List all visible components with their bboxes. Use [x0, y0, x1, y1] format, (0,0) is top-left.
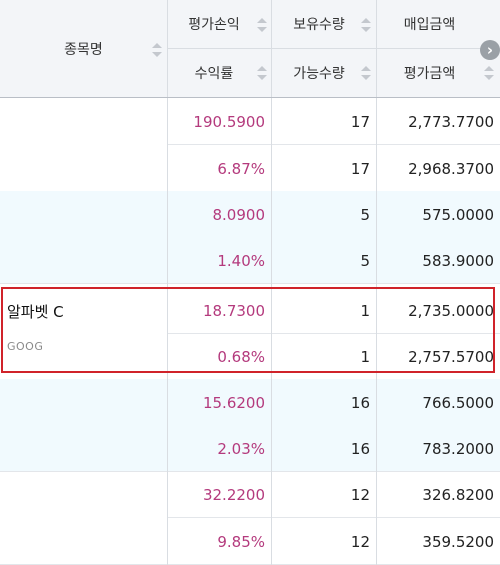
cell-amount: 2,757.5700: [408, 347, 494, 366]
sort-available-qty-icon[interactable]: [361, 66, 371, 80]
cell-eval-value: 2.03%: [217, 439, 265, 458]
cell-eval-value: 15.6200: [202, 393, 265, 412]
table-row[interactable]: 1.40% 5 583.9000: [0, 237, 500, 284]
cell-eval-value: 0.68%: [217, 347, 265, 366]
sort-eval-pnl-icon[interactable]: [257, 18, 267, 32]
cell-eval-value: 190.5900: [193, 112, 265, 131]
sort-stock-name-icon[interactable]: [152, 43, 162, 57]
table-row[interactable]: 0.68% 1 2,757.5700: [0, 333, 500, 380]
sort-eval-amount-icon[interactable]: [484, 66, 494, 80]
cell-quantity: 12: [350, 485, 370, 504]
cell-quantity: 1: [360, 347, 370, 366]
cell-amount: 766.5000: [422, 393, 494, 412]
stock-code: GOOG: [7, 340, 44, 353]
table-row[interactable]: 8.0900 5 575.0000: [0, 191, 500, 238]
cell-eval-value: 32.2200: [202, 485, 265, 504]
table-row[interactable]: 15.6200 16 766.5000: [0, 379, 500, 426]
header-purchase-amount-label: 매입금액: [403, 17, 456, 33]
body-vline-2: [271, 98, 272, 565]
table-row[interactable]: 6.87% 17 2,968.3700: [0, 145, 500, 192]
sort-return-rate-icon[interactable]: [257, 66, 267, 80]
scroll-right-icon[interactable]: ›: [480, 40, 500, 60]
cell-amount: 583.9000: [422, 251, 494, 270]
header-return-rate-label: 수익률: [194, 66, 234, 82]
header-eval-amount-label: 평가금액: [403, 66, 456, 82]
cell-amount: 2,735.0000: [408, 301, 494, 320]
header-return-rate[interactable]: 수익률: [167, 49, 271, 97]
table-row[interactable]: 18.7300 1 2,735.0000: [0, 287, 500, 334]
cell-amount: 2,773.7700: [408, 112, 494, 131]
table-row[interactable]: 9.85% 12 359.5200: [0, 518, 500, 565]
header-divider: [167, 48, 500, 49]
table-header: 종목명 평가손익 수익률 보유수량 가능수량 매입금액 평가금액: [0, 0, 500, 98]
cell-quantity: 16: [350, 393, 370, 412]
table-row[interactable]: 190.5900 17 2,773.7700: [0, 98, 500, 145]
cell-amount: 359.5200: [422, 532, 494, 551]
cell-amount: 783.2000: [422, 439, 494, 458]
header-eval-pnl-label: 평가손익: [188, 17, 240, 33]
header-vline-3: [376, 0, 377, 97]
cell-eval-value: 18.7300: [202, 301, 265, 320]
header-eval-amount[interactable]: 평가금액: [377, 49, 482, 97]
cell-quantity: 12: [350, 532, 370, 551]
header-holding-qty-label: 보유수량: [293, 17, 345, 33]
table-row[interactable]: 32.2200 12 326.8200: [0, 471, 500, 518]
row-divider: [168, 144, 500, 145]
header-purchase-amount[interactable]: 매입금액: [377, 0, 482, 48]
cell-eval-value: 9.85%: [217, 532, 265, 551]
row-divider: [168, 517, 500, 518]
scroll-right-glyph: ›: [486, 40, 494, 59]
cell-amount: 2,968.3700: [408, 159, 494, 178]
row-divider: [168, 333, 500, 334]
row-divider: [0, 283, 500, 284]
header-holding-qty[interactable]: 보유수량: [272, 0, 376, 48]
cell-amount: 575.0000: [422, 205, 494, 224]
body-vline-1: [167, 98, 168, 565]
cell-quantity: 17: [350, 112, 370, 131]
header-vline-1: [167, 0, 168, 97]
cell-amount: 326.8200: [422, 485, 494, 504]
header-eval-pnl[interactable]: 평가손익: [167, 0, 271, 48]
cell-quantity: 5: [360, 251, 370, 270]
cell-eval-value: 6.87%: [217, 159, 265, 178]
header-vline-2: [271, 0, 272, 97]
cell-quantity: 17: [350, 159, 370, 178]
row-divider: [0, 471, 500, 472]
header-available-qty[interactable]: 가능수량: [272, 49, 376, 97]
cell-quantity: 16: [350, 439, 370, 458]
cell-eval-value: 8.0900: [212, 205, 266, 224]
body-vline-3: [376, 98, 377, 565]
header-stock-name[interactable]: 종목명: [0, 0, 167, 97]
sort-holding-qty-icon[interactable]: [361, 18, 371, 32]
table-row[interactable]: 2.03% 16 783.2000: [0, 425, 500, 472]
header-available-qty-label: 가능수량: [293, 66, 345, 82]
stock-name[interactable]: 알파벳 C: [7, 303, 64, 321]
cell-quantity: 1: [360, 301, 370, 320]
cell-quantity: 5: [360, 205, 370, 224]
header-stock-name-label: 종목명: [64, 41, 103, 58]
cell-eval-value: 1.40%: [217, 251, 265, 270]
